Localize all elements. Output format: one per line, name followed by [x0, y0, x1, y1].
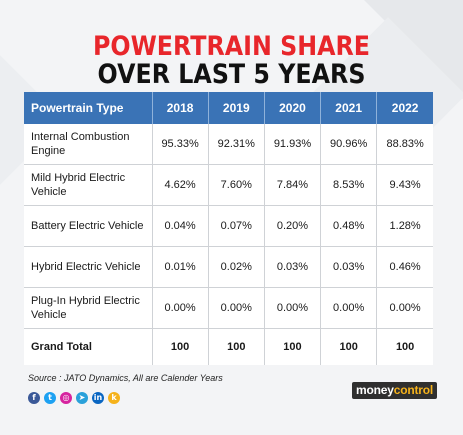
value-cell: 0.03% [263, 246, 321, 288]
value-cell: 0.00% [207, 287, 265, 329]
header-cell: 2022 [376, 92, 433, 124]
value-cell: 0.03% [320, 246, 377, 288]
table-row: Mild Hybrid Electric Vehicle 4.62% 7.60% 7.… [24, 164, 433, 206]
value-cell: 100 [263, 328, 321, 365]
table-row: Internal Combustion Engine 95.33% 92.31% 91… [24, 124, 433, 165]
value-cell: 7.60% [207, 164, 265, 206]
linkedin-icon[interactable]: in [92, 392, 104, 404]
value-cell: 4.62% [151, 164, 209, 206]
value-cell: 8.53% [320, 164, 377, 206]
row-label: Internal Combustion Engine [24, 124, 152, 165]
row-label: Battery Electric Vehicle [24, 205, 152, 247]
source-note: Source : JATO Dynamics, All are Calender… [28, 373, 223, 383]
instagram-icon[interactable]: ◎ [60, 392, 72, 404]
title-line-2: OVER LAST 5 YEARS [97, 59, 366, 90]
facebook-icon[interactable]: f [28, 392, 40, 404]
logo-part-2: control [393, 383, 433, 397]
telegram-icon[interactable]: ➤ [76, 392, 88, 404]
logo-part-1: money [356, 383, 394, 397]
value-cell: 100 [376, 328, 433, 365]
powertrain-table: Powertrain Type 2018 2019 2020 2021 2022… [24, 92, 433, 365]
table-row: Hybrid Electric Vehicle 0.01% 0.02% 0.03% 0.… [24, 246, 433, 288]
value-cell: 95.33% [151, 124, 209, 165]
value-cell: 88.83% [376, 124, 433, 165]
header-cell: 2019 [207, 92, 265, 124]
value-cell: 0.01% [151, 246, 209, 288]
value-cell: 0.04% [151, 205, 209, 247]
value-cell: 1.28% [376, 205, 433, 247]
value-cell: 0.07% [207, 205, 265, 247]
value-cell: 0.46% [376, 246, 433, 288]
row-label: Plug-In Hybrid Electric Vehicle [24, 287, 152, 329]
twitter-icon[interactable]: t [44, 392, 56, 404]
row-label: Grand Total [31, 341, 92, 353]
value-cell: 0.20% [263, 205, 321, 247]
value-cell: 0.00% [263, 287, 321, 329]
value-cell: 100 [151, 328, 209, 365]
social-icons: f t ◎ ➤ in k [28, 392, 120, 404]
header-cell: 2020 [263, 92, 321, 124]
header-cell: Powertrain Type [24, 92, 152, 124]
value-cell: 0.00% [151, 287, 209, 329]
table-row: Battery Electric Vehicle 0.04% 0.07% 0.20% 0… [24, 205, 433, 247]
table-row: Plug-In Hybrid Electric Vehicle 0.00% 0.00… [24, 287, 433, 329]
title-line-1: POWERTRAIN SHARE [92, 31, 371, 62]
koo-icon[interactable]: k [108, 392, 120, 404]
value-cell: 92.31% [207, 124, 265, 165]
table-row: Grand Total 100 100 100 100 100 [24, 328, 433, 365]
row-label: Hybrid Electric Vehicle [24, 246, 152, 288]
value-cell: 0.02% [207, 246, 265, 288]
header-cell: 2021 [320, 92, 377, 124]
value-cell: 9.43% [376, 164, 433, 206]
table-body: Internal Combustion Engine 95.33% 92.31% 91… [24, 124, 433, 365]
row-label: Mild Hybrid Electric Vehicle [24, 164, 152, 206]
value-cell: 0.00% [320, 287, 377, 329]
value-cell: 0.00% [376, 287, 433, 329]
value-cell: 100 [320, 328, 377, 365]
moneycontrol-logo: moneycontrol [352, 382, 437, 399]
value-cell: 7.84% [263, 164, 321, 206]
value-cell: 0.48% [320, 205, 377, 247]
value-cell: 90.96% [320, 124, 377, 165]
value-cell: 91.93% [263, 124, 321, 165]
table-header-row: Powertrain Type 2018 2019 2020 2021 2022 [24, 92, 433, 124]
value-cell: 100 [207, 328, 265, 365]
header-cell: 2018 [151, 92, 209, 124]
